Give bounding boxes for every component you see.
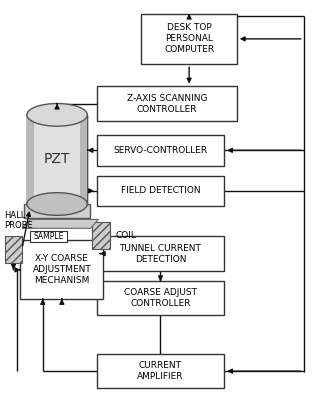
Text: HALL
PROBE: HALL PROBE	[4, 211, 33, 230]
Text: CURRENT
AMPLIFIER: CURRENT AMPLIFIER	[137, 361, 184, 381]
Bar	[97, 236, 224, 271]
Text: COARSE ADJUST
CONTROLLER: COARSE ADJUST CONTROLLER	[124, 288, 197, 308]
Bar	[97, 135, 224, 166]
Bar	[24, 204, 91, 218]
Text: TUNNEL CURRENT
DETECTION: TUNNEL CURRENT DETECTION	[119, 244, 202, 264]
Bar	[97, 281, 224, 315]
Text: DESK TOP
PERSONAL
COMPUTER: DESK TOP PERSONAL COMPUTER	[164, 23, 214, 55]
Ellipse shape	[27, 193, 87, 215]
Polygon shape	[22, 220, 99, 228]
Text: PZT: PZT	[44, 153, 70, 166]
Bar	[80, 115, 87, 204]
Bar	[97, 86, 237, 121]
Bar	[97, 354, 224, 388]
Bar	[4, 236, 22, 263]
Text: SAMPLE: SAMPLE	[33, 232, 64, 241]
Bar	[27, 115, 34, 204]
Bar	[21, 240, 103, 299]
Text: X-Y COARSE
ADJUSTMENT
MECHANISM: X-Y COARSE ADJUSTMENT MECHANISM	[32, 254, 91, 286]
Text: Z-AXIS SCANNING
CONTROLLER: Z-AXIS SCANNING CONTROLLER	[126, 94, 207, 114]
Bar	[97, 175, 224, 206]
Text: FIELD DETECTION: FIELD DETECTION	[121, 186, 200, 195]
Ellipse shape	[27, 104, 87, 126]
Bar	[142, 13, 237, 64]
Bar	[27, 115, 87, 204]
Bar	[92, 222, 109, 248]
Text: SERVO-CONTROLLER: SERVO-CONTROLLER	[113, 146, 208, 155]
Bar	[30, 231, 67, 242]
Text: COIL: COIL	[116, 231, 137, 240]
